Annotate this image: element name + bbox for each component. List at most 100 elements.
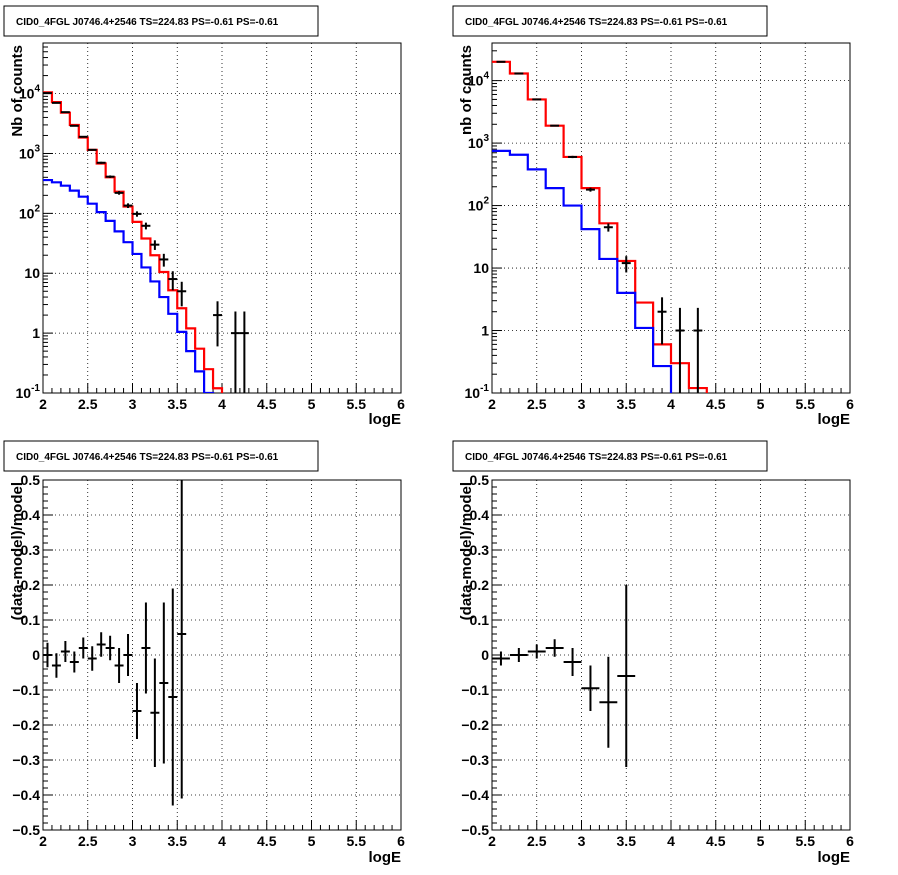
y-tick-label: 10	[473, 260, 489, 276]
y-tick-label: −0.5	[12, 822, 40, 838]
x-axis-title: logE	[369, 849, 402, 866]
x-tick-label: 4.5	[706, 833, 726, 849]
x-tick-label: 6	[397, 396, 405, 412]
y-tick-label: 10-1	[16, 383, 41, 401]
red-step-series	[43, 91, 224, 393]
panel-residuals-left: CID0_4FGL J0746.4+2546 TS=224.83 PS=-0.6…	[3, 440, 405, 866]
grid	[492, 480, 850, 830]
plot-area	[492, 585, 636, 767]
x-tick-label: 3.5	[168, 833, 188, 849]
y-tick-label: 102	[468, 196, 490, 214]
y-tick-label: 103	[468, 133, 490, 151]
x-tick-label: 6	[846, 833, 854, 849]
x-tick-label: 3	[578, 396, 586, 412]
title-box	[452, 440, 768, 472]
x-tick-label: 3.5	[617, 833, 637, 849]
y-tick-label: 103	[19, 143, 41, 161]
x-tick-label: 5.5	[347, 396, 367, 412]
grid	[492, 43, 850, 393]
x-tick-label: 5	[757, 833, 765, 849]
y-tick-label: −0.4	[461, 787, 489, 803]
y-tick-label: 1	[32, 325, 40, 341]
x-tick-label: 6	[397, 833, 405, 849]
y-tick-label: 104	[19, 84, 41, 102]
y-tick-label: 10-1	[465, 383, 490, 401]
grid	[43, 480, 401, 830]
x-axis-title: logE	[369, 411, 402, 428]
chart-title: CID0_4FGL J0746.4+2546 TS=224.83 PS=-0.6…	[16, 17, 279, 28]
y-axis-title: nb of counts	[458, 45, 475, 135]
red-step-series	[492, 60, 708, 393]
y-tick-label: 0.3	[21, 542, 41, 558]
y-tick-label: 0.4	[470, 507, 490, 523]
y-axis-title: (data-model)/model	[458, 482, 475, 620]
y-tick-label: −0.3	[12, 752, 40, 768]
title-box	[3, 5, 319, 37]
blue-step-series	[492, 149, 673, 393]
x-tick-label: 4	[218, 396, 226, 412]
y-tick-label: −0.3	[461, 752, 489, 768]
blue-step-series	[43, 178, 215, 393]
plot-area	[43, 480, 187, 806]
y-tick-label: 104	[468, 71, 490, 89]
x-tick-label: 5	[308, 833, 316, 849]
x-tick-label: 3	[578, 833, 586, 849]
y-tick-label: −0.5	[461, 822, 489, 838]
x-tick-label: 3.5	[617, 396, 637, 412]
x-tick-label: 2.5	[78, 396, 98, 412]
y-tick-label: 1	[481, 323, 489, 339]
x-tick-label: 2	[39, 833, 47, 849]
x-tick-label: 2	[488, 833, 496, 849]
x-tick-label: 2.5	[527, 833, 547, 849]
y-tick-label: 0	[481, 647, 489, 663]
chart-title: CID0_4FGL J0746.4+2546 TS=224.83 PS=-0.6…	[465, 452, 728, 463]
y-axis-title: (data-model)/model	[9, 482, 26, 620]
x-tick-label: 2	[488, 396, 496, 412]
plot-area	[492, 60, 708, 393]
x-tick-label: 2	[39, 396, 47, 412]
x-tick-label: 5	[308, 396, 316, 412]
x-tick-label: 2.5	[78, 833, 98, 849]
y-tick-label: 0.5	[21, 472, 41, 488]
y-tick-label: 0.1	[470, 612, 490, 628]
y-tick-label: 0.1	[21, 612, 41, 628]
y-tick-label: 0.2	[470, 577, 490, 593]
grid	[43, 43, 401, 393]
y-tick-label: −0.2	[12, 717, 40, 733]
y-tick-label: −0.2	[461, 717, 489, 733]
x-tick-label: 3	[129, 833, 137, 849]
x-axis-title: logE	[818, 411, 851, 428]
x-tick-label: 5.5	[796, 396, 816, 412]
x-axis-title: logE	[818, 849, 851, 866]
x-tick-label: 4	[218, 833, 226, 849]
x-tick-label: 3	[129, 396, 137, 412]
plot-area	[43, 91, 249, 393]
x-tick-label: 4.5	[706, 396, 726, 412]
y-tick-label: 0.4	[21, 507, 41, 523]
y-tick-label: −0.1	[12, 682, 40, 698]
x-tick-label: 6	[846, 396, 854, 412]
x-tick-label: 3.5	[168, 396, 188, 412]
y-tick-label: 10	[24, 265, 40, 281]
x-tick-label: 4	[667, 396, 675, 412]
chart-title: CID0_4FGL J0746.4+2546 TS=224.83 PS=-0.6…	[16, 452, 279, 463]
y-tick-label: 0	[32, 647, 40, 663]
x-tick-label: 4.5	[257, 396, 277, 412]
y-tick-label: 102	[19, 203, 41, 221]
title-box	[452, 5, 768, 37]
panel-counts-right: CID0_4FGL J0746.4+2546 TS=224.83 PS=-0.6…	[452, 5, 854, 428]
x-tick-label: 4.5	[257, 833, 277, 849]
panel-residuals-right: CID0_4FGL J0746.4+2546 TS=224.83 PS=-0.6…	[452, 440, 854, 866]
title-box	[3, 440, 319, 472]
x-tick-label: 5.5	[796, 833, 816, 849]
y-tick-label: −0.1	[461, 682, 489, 698]
y-tick-label: 0.5	[470, 472, 490, 488]
x-tick-label: 5.5	[347, 833, 367, 849]
x-tick-label: 4	[667, 833, 675, 849]
y-tick-label: 0.2	[21, 577, 41, 593]
panel-counts-left: CID0_4FGL J0746.4+2546 TS=224.83 PS=-0.6…	[3, 5, 405, 428]
y-tick-label: −0.4	[12, 787, 40, 803]
chart-title: CID0_4FGL J0746.4+2546 TS=224.83 PS=-0.6…	[465, 17, 728, 28]
x-tick-label: 2.5	[527, 396, 547, 412]
